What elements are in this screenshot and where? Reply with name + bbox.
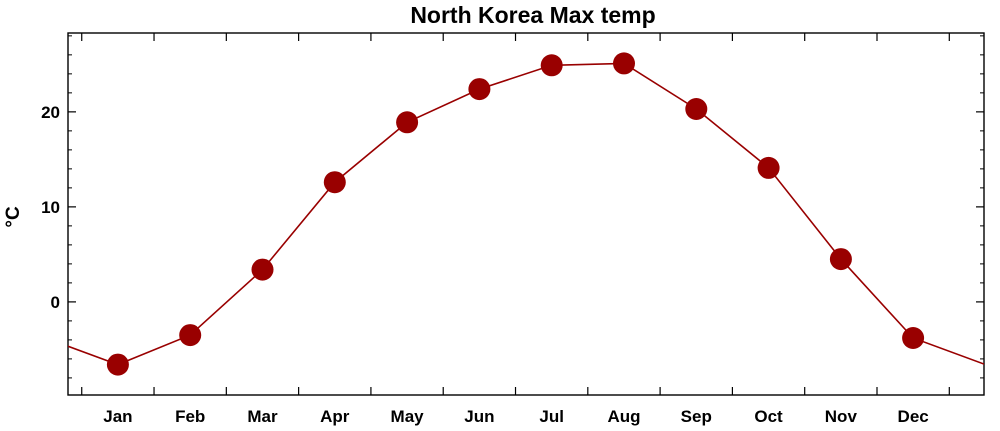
x-tick-label: Aug (607, 407, 640, 426)
series-line (68, 62, 984, 366)
data-point-dec (902, 327, 925, 349)
data-point-mar (251, 258, 274, 281)
x-tick-label: Jul (539, 407, 564, 426)
data-point-nov (829, 248, 852, 271)
data-point-sep (685, 98, 708, 120)
data-point-jan (106, 353, 129, 376)
x-tick-label: Jan (103, 407, 132, 426)
x-tick-label: Mar (247, 407, 278, 426)
data-point-apr (323, 171, 346, 194)
y-tick-label: 10 (41, 198, 60, 217)
chart-title: North Korea Max temp (410, 2, 655, 28)
data-point-aug (613, 52, 635, 75)
y-tick-label: 20 (41, 103, 60, 122)
series-group (68, 52, 984, 376)
x-tick-label: Oct (754, 407, 783, 426)
data-point-jul (540, 54, 563, 77)
axis-ticks (68, 33, 984, 395)
x-tick-label: Apr (320, 407, 350, 426)
data-point-oct (757, 156, 780, 179)
x-tick-label: Nov (825, 407, 858, 426)
y-axis-label: °C (3, 206, 24, 228)
data-point-feb (179, 324, 202, 347)
data-point-may (396, 111, 419, 134)
tick-labels: 0 10 20 Jan Feb Mar Apr May Jun Jul Aug Sep Oct Nov De… (41, 103, 929, 426)
x-tick-label: Dec (898, 407, 929, 426)
data-point-jun (468, 78, 491, 101)
y-tick-label: 0 (51, 293, 60, 312)
plot-frame (67, 32, 985, 396)
x-tick-label: May (391, 407, 425, 426)
x-tick-label: Sep (681, 407, 712, 426)
x-tick-label: Jun (464, 407, 494, 426)
x-tick-label: Feb (175, 407, 205, 426)
